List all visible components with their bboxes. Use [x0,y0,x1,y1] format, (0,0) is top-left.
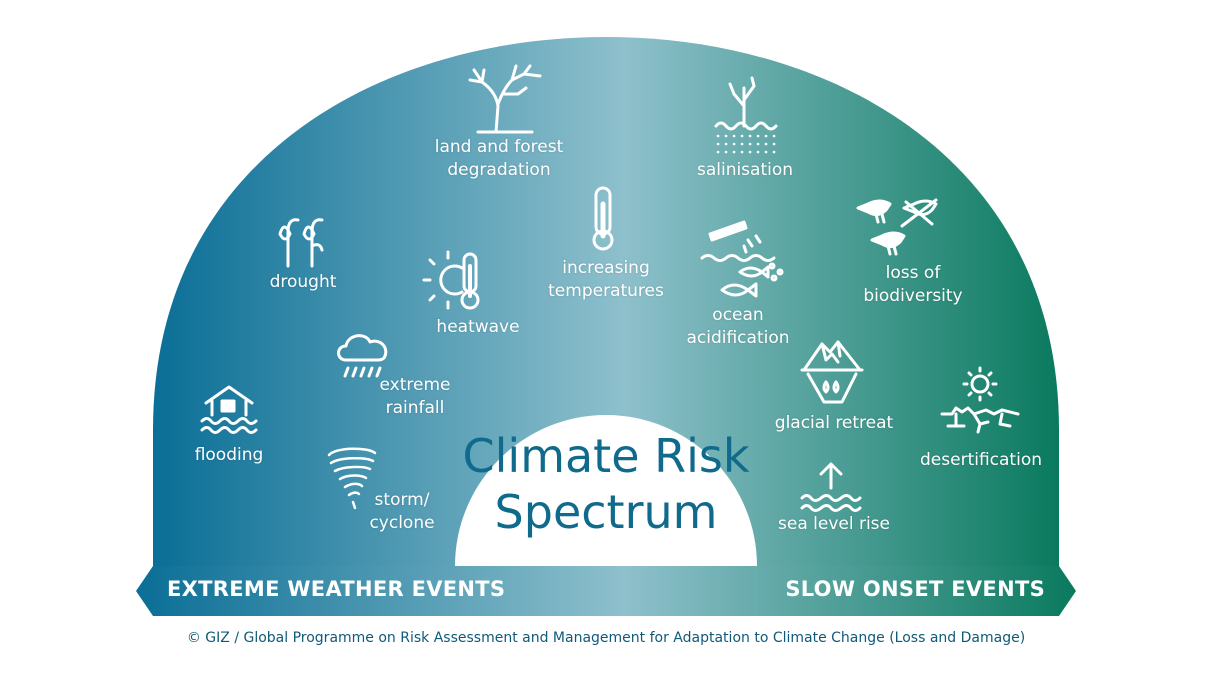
temperatures-label-line-2: temperatures [548,281,664,301]
wave-arrow-icon [800,462,862,514]
iceberg-icon [800,340,864,408]
acidification-label-line-1: ocean [712,305,764,325]
desertification-label: desertification [920,449,1042,472]
storm-label-line-1: storm/ [374,490,430,510]
center-title-line-1: Climate Risk [462,429,750,483]
bottom-arrow-band [136,566,1076,616]
flooding-label-line: flooding [194,445,264,465]
extreme-rainfall-label: extreme rainfall [380,374,451,420]
slow-onset-events-label: SLOW ONSET EVENTS [785,577,1045,601]
rainfall-label-line-1: extreme [379,375,451,395]
degradation-label-line-1: land and forest [434,137,564,157]
rainfall-label-line-2: rainfall [385,398,445,418]
wilted-plants-icon [272,212,334,268]
sun-thermometer-icon [424,250,490,312]
temperatures-label-line-1: increasing [562,258,650,278]
degradation-label-line-2: degradation [447,160,551,180]
sun-cracked-ground-icon [938,366,1022,438]
increasing-temperatures-label: increasing temperatures [548,257,664,303]
storm-label-line-2: cyclone [369,513,435,533]
glacial-label-line: glacial retreat [774,413,894,433]
center-title: Climate Risk Spectrum [463,428,750,540]
salt-plant-icon [712,76,778,156]
dome-shape [153,37,1059,566]
salinisation-label-line: salinisation [696,160,794,180]
ocean-acidification-label: ocean acidification [686,304,789,350]
loss-of-biodiversity-label: loss of biodiversity [863,262,962,308]
sealevel-label-line: sea level rise [778,514,890,534]
acidification-label-line-2: acidification [686,328,790,348]
extreme-weather-events-label: EXTREME WEATHER EVENTS [167,577,506,601]
flooded-house-icon [198,383,260,439]
copyright-credit: © GIZ / Global Programme on Risk Assessm… [186,630,1026,646]
flooding-label: flooding [195,444,264,467]
heatwave-label: heatwave [436,316,519,339]
center-title-line-2: Spectrum [494,485,718,539]
rain-cloud-icon [334,330,394,386]
drought-label: drought [270,271,337,294]
center-circle [455,415,757,566]
tornado-icon [326,448,378,512]
biodiversity-label-line-1: loss of [885,263,941,283]
salinisation-label: salinisation [697,159,793,182]
biodiversity-label-line-2: biodiversity [863,286,963,306]
birds-icon [856,196,940,258]
storm-cyclone-label: storm/ cyclone [369,489,434,535]
desertification-label-line: desertification [920,450,1042,470]
sea-level-rise-label: sea level rise [778,513,890,536]
drought-label-line: drought [269,272,337,292]
glacial-retreat-label: glacial retreat [775,412,893,435]
test-tube-fish-icon [700,218,788,300]
heatwave-label-line: heatwave [436,317,520,337]
bare-tree-icon [468,64,546,136]
thermometer-icon [588,186,618,252]
land-forest-degradation-label: land and forest degradation [435,136,563,182]
